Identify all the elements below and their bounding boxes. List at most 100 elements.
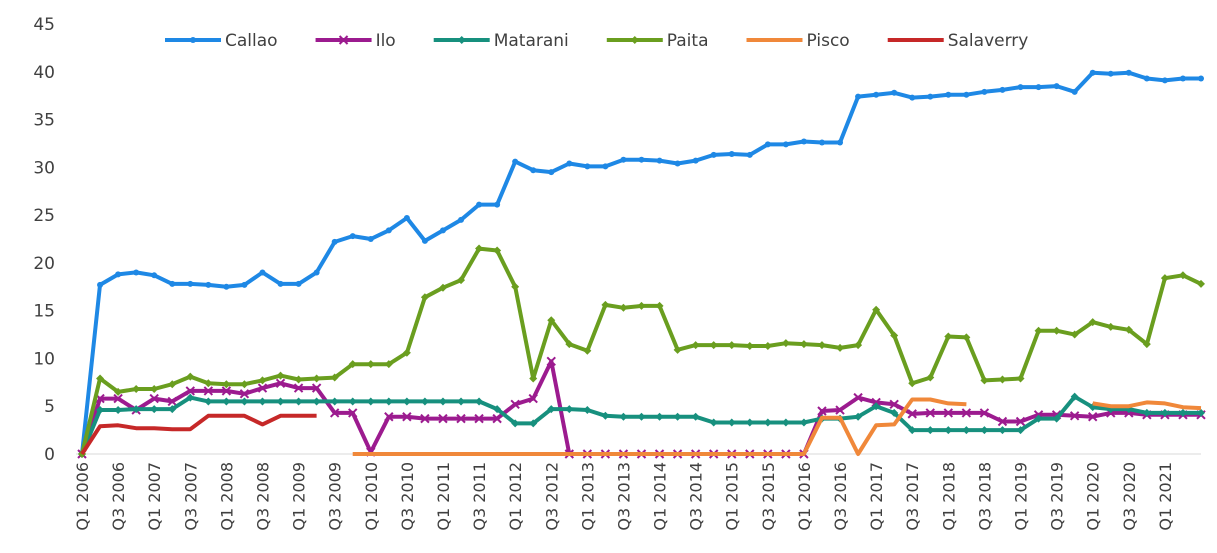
marker [962, 333, 971, 342]
marker [691, 341, 700, 350]
marker [241, 281, 248, 288]
marker [566, 160, 573, 167]
marker [276, 371, 285, 380]
marker [185, 386, 195, 396]
marker [944, 426, 953, 435]
marker [583, 346, 592, 355]
marker [745, 342, 754, 351]
marker [132, 405, 141, 414]
x-tick-label: Q3 2010 [398, 462, 417, 531]
marker [1178, 408, 1187, 417]
marker [493, 246, 502, 255]
marker [673, 412, 682, 421]
marker [709, 341, 718, 350]
marker [475, 244, 484, 253]
marker [1089, 69, 1096, 76]
marker [1107, 70, 1114, 77]
marker [980, 426, 989, 435]
marker [963, 91, 970, 98]
marker [727, 418, 736, 427]
marker [240, 397, 249, 406]
x-tick-label: Q1 2006 [73, 462, 92, 531]
marker [529, 419, 538, 428]
marker [167, 396, 177, 407]
marker [999, 86, 1006, 93]
x-tick-label: Q1 2009 [290, 462, 309, 531]
marker [221, 386, 232, 396]
marker [890, 331, 899, 340]
marker [96, 374, 105, 383]
marker [223, 283, 230, 290]
marker [114, 406, 123, 415]
marker [763, 418, 772, 427]
marker [889, 399, 899, 410]
marker [338, 35, 349, 45]
marker [204, 397, 213, 406]
marker [1160, 408, 1169, 417]
series-line [80, 413, 317, 456]
marker [458, 216, 465, 223]
marker [132, 385, 141, 394]
y-tick-label: 0 [44, 445, 55, 465]
marker [764, 141, 771, 148]
x-tick-label: Q1 2017 [867, 462, 886, 531]
x-tick-label: Q1 2014 [651, 462, 670, 531]
marker [873, 91, 880, 98]
marker [366, 397, 375, 406]
marker [601, 411, 610, 420]
marker [1143, 75, 1150, 82]
y-tick-label: 20 [33, 254, 55, 274]
x-tick-label: Q3 2012 [542, 462, 561, 531]
marker [421, 237, 428, 244]
marker [781, 339, 790, 348]
legend-label: Salaverry [948, 31, 1029, 51]
marker [908, 426, 917, 435]
marker [655, 301, 664, 310]
marker [529, 374, 538, 383]
marker [817, 406, 827, 416]
x-tick-label: Q1 2015 [723, 462, 742, 531]
y-tick-label: 30 [33, 158, 55, 178]
marker [203, 386, 214, 396]
marker [692, 157, 699, 164]
marker [583, 406, 592, 415]
marker [276, 397, 285, 406]
marker [981, 88, 988, 95]
marker [149, 393, 159, 404]
marker [943, 408, 954, 418]
marker [799, 340, 808, 349]
x-tick-label: Q3 2020 [1120, 462, 1139, 531]
marker [962, 426, 971, 435]
marker [97, 281, 104, 288]
marker [637, 301, 646, 310]
marker [494, 201, 501, 208]
marker [457, 36, 466, 44]
marker [782, 141, 789, 148]
marker [1106, 322, 1115, 331]
marker [168, 380, 177, 389]
marker [293, 383, 304, 393]
marker [457, 276, 466, 285]
marker [294, 397, 303, 406]
marker [204, 379, 213, 388]
marker [438, 283, 447, 292]
marker [1088, 318, 1097, 327]
marker [239, 389, 250, 399]
marker [115, 271, 122, 278]
marker [546, 356, 556, 367]
marker [151, 272, 158, 279]
marker [1016, 374, 1025, 383]
marker [691, 412, 700, 421]
marker [1161, 77, 1168, 84]
marker [800, 138, 807, 145]
marker [349, 233, 356, 240]
marker [656, 157, 663, 164]
marker [476, 201, 483, 208]
marker [927, 93, 934, 100]
marker [186, 372, 195, 381]
marker [456, 413, 466, 424]
marker [1052, 414, 1061, 423]
marker [1125, 69, 1132, 76]
marker [493, 405, 502, 414]
marker [1160, 274, 1169, 283]
